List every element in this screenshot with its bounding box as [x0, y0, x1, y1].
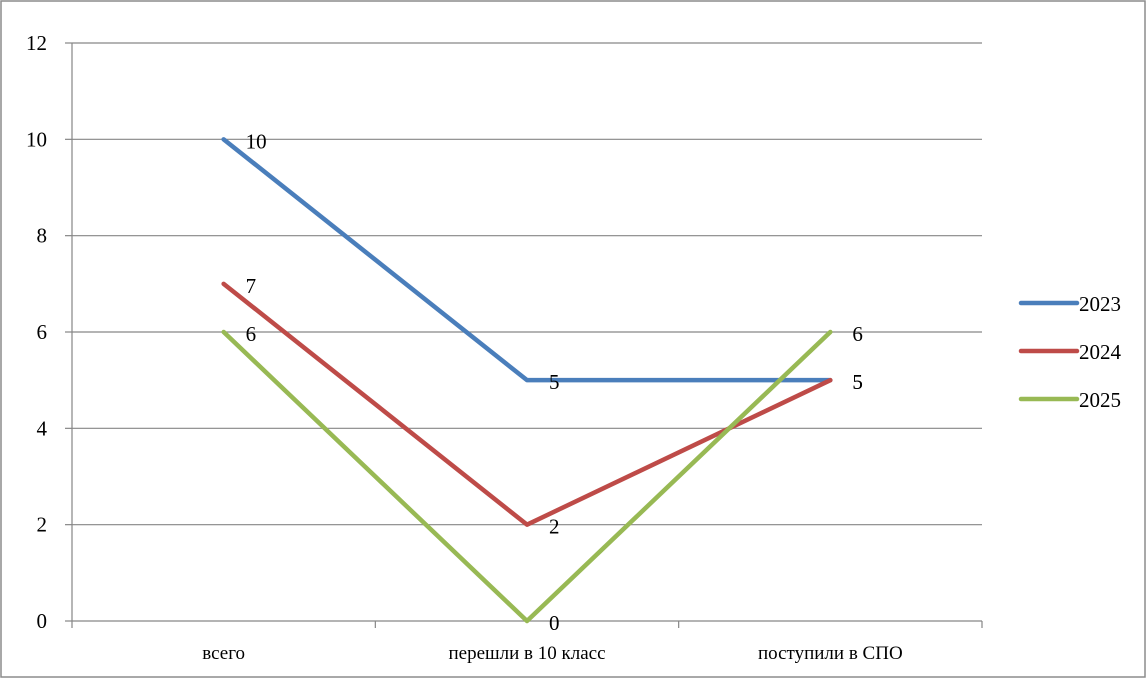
series-line-2023 — [221, 137, 833, 383]
y-tick-label: 2 — [37, 513, 48, 537]
data-label-2025: 6 — [246, 322, 257, 346]
series-line-2025 — [221, 329, 833, 624]
y-tick-label: 6 — [37, 320, 48, 344]
data-label-2023: 5 — [852, 370, 863, 394]
x-category-label: всего — [202, 643, 245, 664]
y-tick-label: 12 — [26, 31, 47, 55]
legend-label-2025: 2025 — [1079, 388, 1121, 412]
y-tick-label: 8 — [37, 224, 48, 248]
x-category-label: перешли в 10 класс — [448, 643, 605, 664]
series-lines — [221, 137, 833, 624]
data-label-2024: 2 — [549, 515, 560, 539]
y-tick-label: 10 — [26, 127, 47, 151]
legend-label-2023: 2023 — [1079, 292, 1121, 316]
legend: 2023 2024 2025 — [1018, 292, 1122, 412]
data-label-2023: 5 — [549, 370, 560, 394]
legend-label-2024: 2024 — [1079, 340, 1122, 364]
x-category-label: поступили в СПО — [758, 643, 903, 664]
data-label-2025: 6 — [852, 322, 863, 346]
data-label-2023: 10 — [246, 129, 267, 153]
data-label-2024: 5 — [852, 370, 863, 394]
axes: 0 2 4 6 8 10 12 всего перешли в 10 класс поступил… — [26, 31, 983, 664]
data-label-2024: 7 — [246, 274, 257, 298]
y-tick-label: 0 — [37, 609, 48, 633]
data-label-2025: 0 — [549, 611, 560, 635]
y-tick-label: 4 — [37, 416, 48, 440]
